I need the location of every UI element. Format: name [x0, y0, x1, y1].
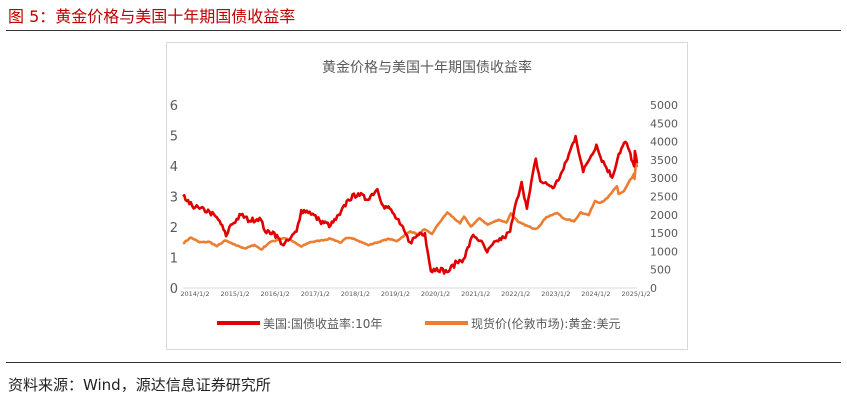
y-left-tick-label: 1: [170, 252, 178, 267]
y-right-tick-label: 1500: [650, 227, 678, 240]
x-tick-label: 2016/1/2: [261, 290, 290, 298]
x-tick-label: 2022/1/2: [501, 290, 530, 298]
y-left-tick-label: 0: [170, 282, 178, 297]
y-left-tick-label: 4: [170, 160, 178, 175]
y-right-tick-label: 0: [650, 282, 657, 295]
y-left-tick-label: 3: [170, 191, 178, 206]
y-left-tick-label: 2: [170, 221, 178, 236]
x-tick-label: 2017/1/2: [301, 290, 330, 298]
chart-title: 黄金价格与美国十年期国债收益率: [322, 59, 532, 76]
legend: 美国:国债收益率:10年 现货价(伦敦市场):黄金:美元: [217, 316, 620, 331]
top-rule: [6, 30, 841, 31]
y-right-tick-label: 500: [650, 264, 671, 277]
y-left-tick-label: 6: [170, 99, 178, 114]
series-layer: [182, 134, 639, 275]
y-right-tick-label: 3500: [650, 154, 678, 167]
y-right-tick-label: 5000: [650, 99, 678, 112]
y-right-tick-label: 4000: [650, 136, 678, 149]
x-tick-label: 2025/1/2: [621, 290, 650, 298]
source-note: 资料来源：Wind，源达信息证券研究所: [8, 376, 271, 394]
bottom-rule: [6, 362, 841, 363]
x-tick-label: 2019/1/2: [381, 290, 410, 298]
y-right-tick-label: 2500: [650, 191, 678, 204]
figure-title: 图 5：黄金价格与美国十年期国债收益率: [8, 7, 296, 26]
x-tick-label: 2024/1/2: [581, 290, 610, 298]
y-right-tick-label: 4500: [650, 117, 678, 130]
y-right-tick-label: 3000: [650, 172, 678, 185]
x-tick-label: 2023/1/2: [541, 290, 570, 298]
x-tick-label: 2014/1/2: [180, 290, 209, 298]
y-right-tick-label: 2000: [650, 209, 678, 222]
series-line-yield: [182, 134, 639, 275]
y-left-tick-label: 5: [170, 130, 178, 145]
x-tick-label: 2020/1/2: [421, 290, 450, 298]
x-tick-label: 2021/1/2: [461, 290, 490, 298]
legend-gold-label: 现货价(伦敦市场):黄金:美元: [471, 316, 620, 331]
x-tick-label: 2015/1/2: [220, 290, 249, 298]
y-right-tick-label: 1000: [650, 245, 678, 258]
x-tick-label: 2018/1/2: [341, 290, 370, 298]
legend-yield-label: 美国:国债收益率:10年: [263, 316, 382, 331]
chart-svg: 黄金价格与美国十年期国债收益率 0 1 2 3 4 5 6 0 500 1000 1500 2000 2…: [170, 59, 678, 331]
series-line-gold: [182, 158, 639, 251]
axes-layer: 0 1 2 3 4 5 6 0 500 1000 1500 2000 2500 3000 3500 4000 4…: [170, 99, 678, 298]
chart-frame: 黄金价格与美国十年期国债收益率 0 1 2 3 4 5 6 0 500 1000 1500 2000 2…: [166, 42, 688, 350]
